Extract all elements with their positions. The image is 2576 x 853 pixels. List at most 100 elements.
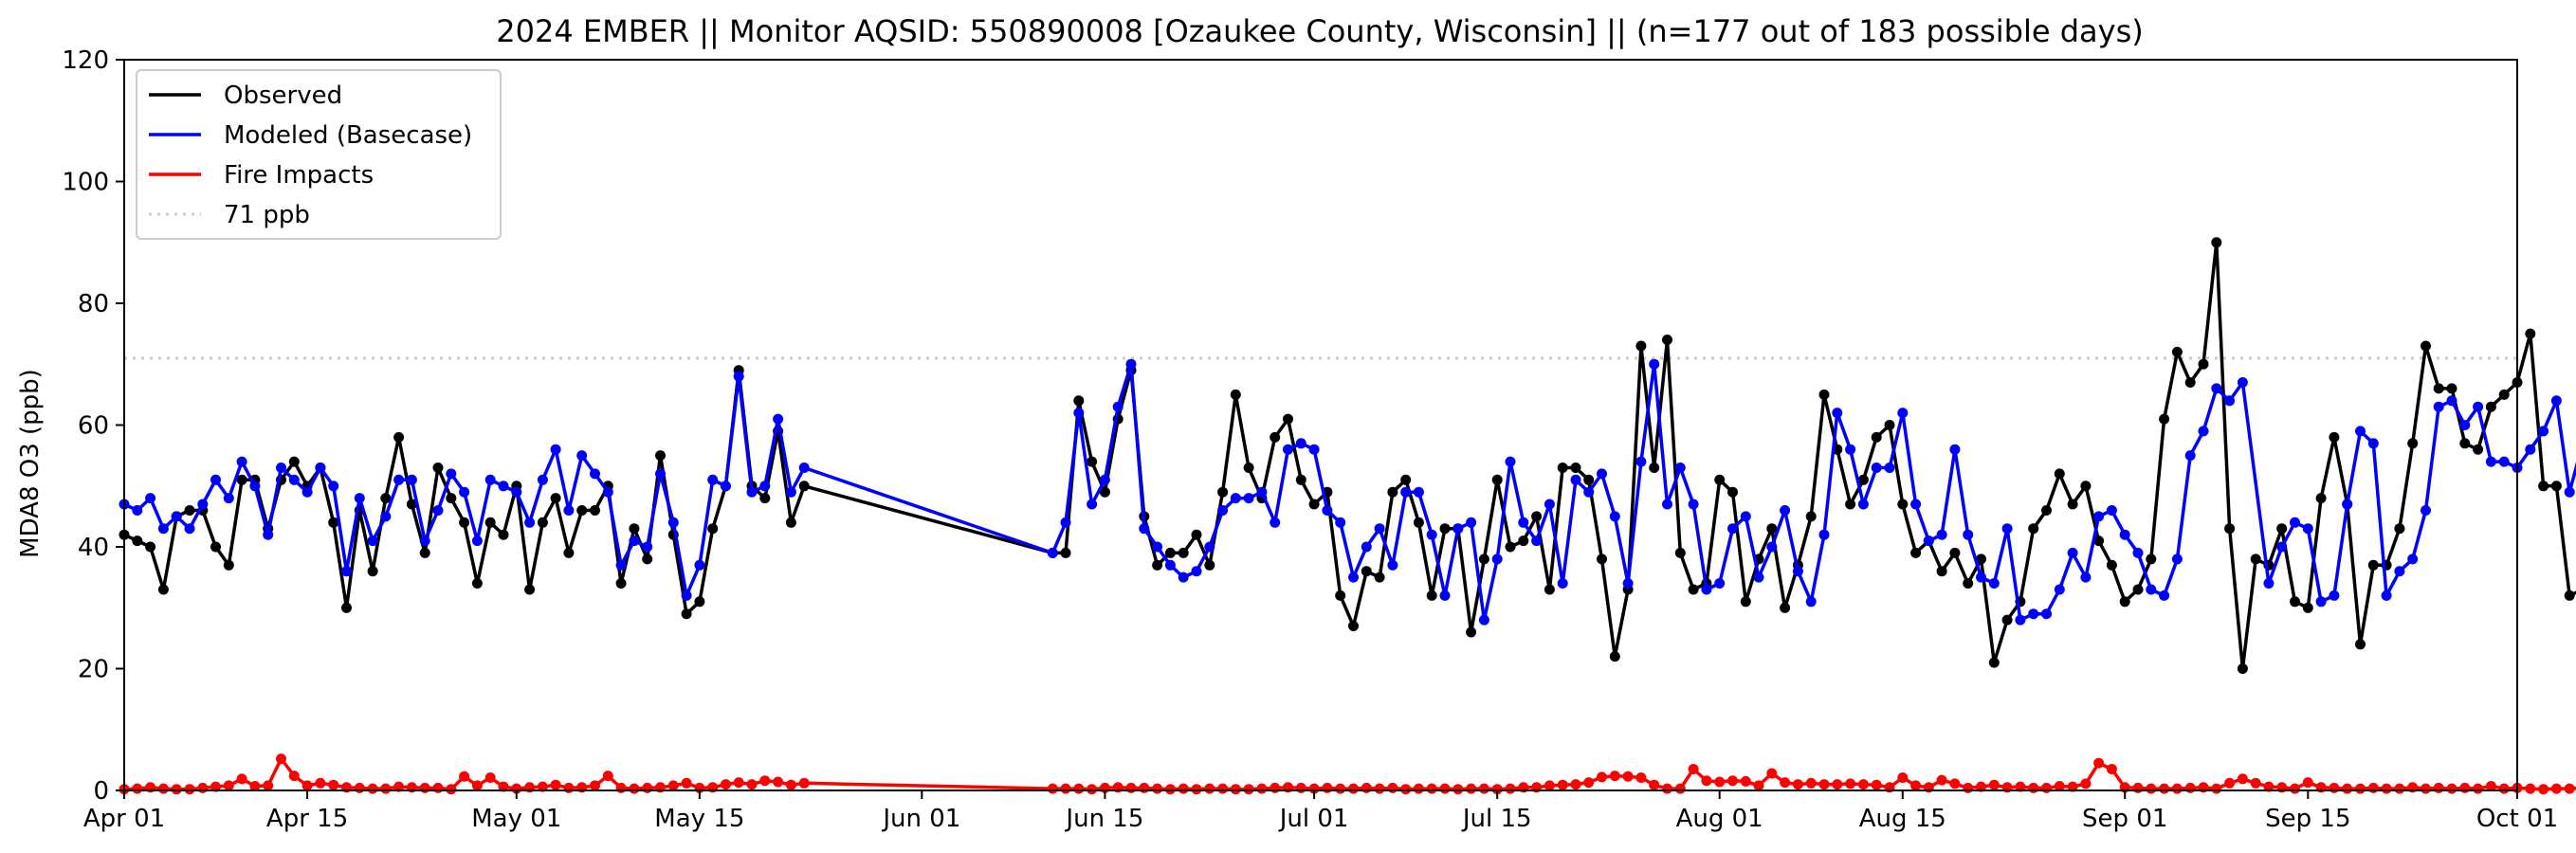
series-point-0-148: [2290, 596, 2300, 608]
x-tick-label-2: May 01: [471, 805, 561, 833]
series-point-2-98: [1635, 772, 1647, 783]
series-point-2-153: [2355, 783, 2366, 794]
y-tick-label-4: 80: [78, 290, 109, 318]
series-point-2-32: [537, 781, 548, 792]
series-point-0-158: [2421, 340, 2431, 352]
series-point-1-143: [2224, 395, 2236, 407]
series-point-2-88: [1505, 783, 1516, 794]
series-point-0-135: [2119, 596, 2130, 608]
series-point-1-109: [1780, 505, 1791, 516]
series-point-2-160: [2446, 783, 2457, 794]
series-point-1-129: [2041, 608, 2052, 620]
series-point-0-28: [484, 517, 496, 528]
series-point-2-166: [2525, 783, 2536, 794]
series-point-1-132: [2080, 572, 2092, 583]
series-point-2-106: [1740, 775, 1751, 787]
series-point-1-126: [2001, 523, 2013, 535]
series-point-0-22: [406, 499, 417, 510]
series-point-1-74: [1322, 505, 1333, 516]
series-point-2-86: [1478, 783, 1489, 794]
series-point-1-137: [2146, 584, 2157, 595]
series-point-1-78: [1374, 523, 1385, 535]
series-point-0-9: [236, 474, 247, 485]
series-point-0-55: [1073, 395, 1085, 407]
series-point-2-25: [446, 784, 457, 795]
series-point-2-161: [2459, 782, 2471, 793]
series-point-0-111: [1805, 511, 1817, 522]
series-point-1-122: [1949, 444, 1961, 455]
series-point-1-153: [2367, 438, 2379, 449]
x-tick-label-5: Jun 15: [1064, 805, 1143, 833]
series-point-0-136: [2132, 584, 2144, 595]
series-point-1-9: [236, 456, 247, 467]
x-tick-label-8: Aug 01: [1676, 805, 1763, 833]
series-point-2-3: [157, 783, 169, 794]
series-point-2-140: [2184, 782, 2196, 793]
series-point-2-52: [798, 777, 810, 789]
legend: Observed Modeled (Basecase) Fire Impacts 71…: [136, 69, 502, 240]
series-point-2-8: [223, 780, 234, 791]
series-point-2-46: [720, 779, 731, 790]
series-point-1-83: [1439, 590, 1451, 601]
series-point-1-121: [1936, 529, 1947, 540]
series-point-1-7: [210, 474, 221, 485]
series-layer: [119, 237, 2576, 795]
series-point-1-150: [2329, 590, 2340, 601]
series-point-0-70: [1270, 431, 1281, 443]
series-point-1-119: [1910, 499, 1922, 510]
series-point-2-124: [1976, 781, 1986, 792]
series-point-2-149: [2302, 777, 2313, 789]
series-point-2-111: [1805, 777, 1817, 789]
series-point-0-100: [1662, 335, 1672, 345]
series-point-1-68: [1243, 493, 1254, 504]
series-point-1-67: [1230, 493, 1241, 504]
series-point-0-40: [642, 554, 653, 565]
series-point-1-42: [667, 517, 679, 528]
series-point-1-93: [1570, 474, 1581, 485]
series-point-0-119: [1910, 547, 1922, 558]
series-point-0-159: [2433, 383, 2444, 394]
series-point-0-149: [2302, 602, 2313, 613]
series-point-0-63: [1178, 547, 1189, 558]
series-point-1-131: [2067, 547, 2078, 558]
series-point-2-27: [471, 780, 483, 791]
legend-label-2: Fire Impacts: [224, 161, 374, 190]
series-point-1-77: [1361, 541, 1372, 553]
series-point-2-162: [2473, 783, 2484, 794]
series-point-2-152: [2342, 783, 2353, 794]
series-point-2-148: [2290, 783, 2300, 794]
series-point-1-108: [1766, 541, 1778, 553]
series-point-0-112: [1818, 389, 1830, 400]
series-point-1-154: [2381, 590, 2392, 601]
series-point-0-164: [2498, 389, 2510, 400]
series-point-0-169: [2564, 590, 2575, 601]
series-point-2-97: [1622, 771, 1634, 782]
series-point-2-128: [2028, 782, 2039, 793]
series-point-0-144: [2237, 663, 2248, 674]
series-point-0-36: [590, 505, 600, 516]
series-point-1-43: [681, 590, 692, 601]
series-point-0-32: [537, 517, 548, 528]
series-point-1-162: [2485, 456, 2496, 467]
series-point-0-39: [629, 523, 640, 535]
series-point-1-127: [2015, 614, 2026, 626]
series-point-2-115: [1857, 779, 1869, 790]
series-point-0-20: [380, 493, 392, 504]
chart-title: 2024 EMBER || Monitor AQSID: 550890008 […: [496, 13, 2144, 49]
series-point-2-96: [1609, 771, 1620, 782]
x-tick-label-12: Oct 01: [2476, 805, 2558, 833]
series-point-1-81: [1413, 486, 1424, 498]
series-point-1-138: [2159, 590, 2170, 601]
series-point-0-129: [2041, 505, 2052, 516]
series-point-2-102: [1688, 764, 1699, 774]
series-point-2-85: [1466, 783, 1477, 794]
series-point-1-66: [1217, 505, 1229, 516]
series-point-0-167: [2538, 481, 2549, 492]
series-point-2-145: [2250, 777, 2261, 789]
series-point-0-139: [2171, 346, 2183, 357]
series-point-0-83: [1439, 523, 1451, 535]
series-point-1-44: [694, 559, 705, 571]
series-point-2-92: [1557, 779, 1568, 790]
series-point-1-94: [1583, 486, 1595, 498]
